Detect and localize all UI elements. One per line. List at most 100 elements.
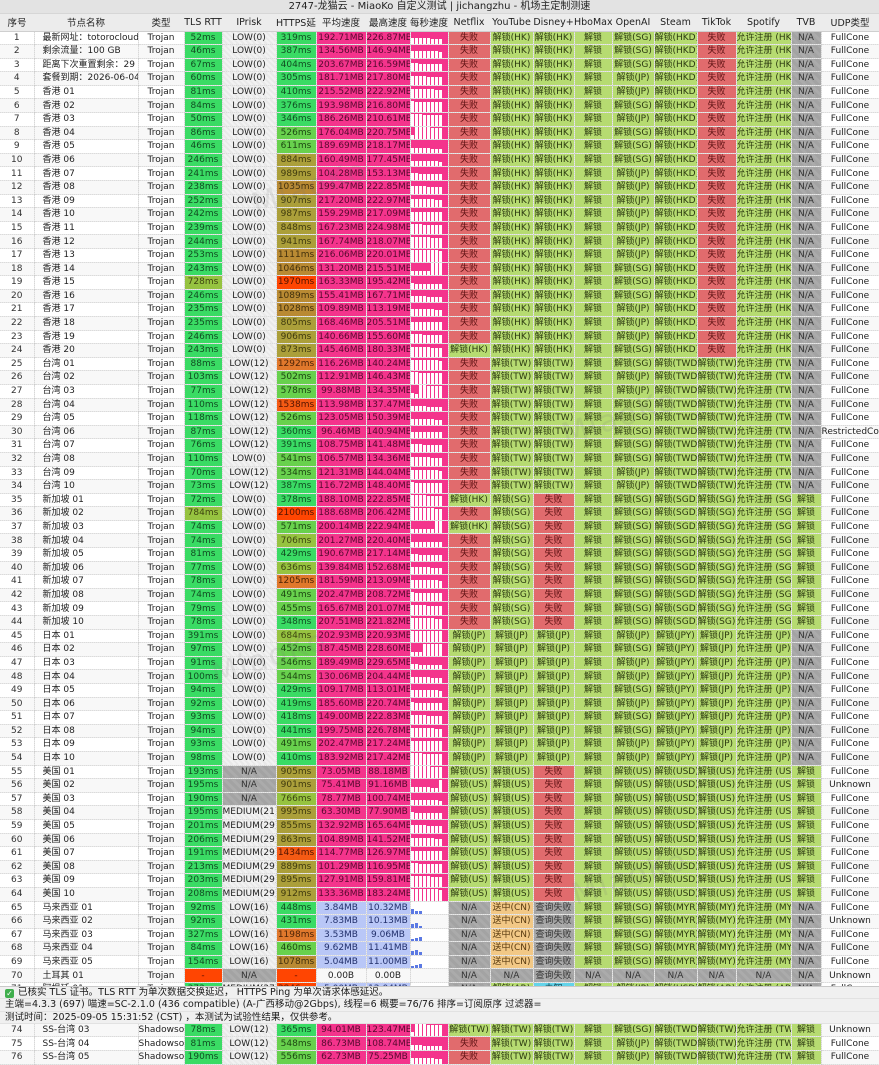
cell-avg-speed: 106.57MB: [316, 452, 367, 467]
cell-type: Trojan: [138, 561, 185, 576]
cell-spotify: 允许注册 (JP): [736, 710, 792, 725]
cell-disney: 解锁(HK): [533, 153, 575, 168]
cell-iprisk: LOW(0): [222, 330, 277, 345]
cell-index: 61: [0, 846, 35, 861]
cell-https-latency: 452ms: [276, 642, 317, 657]
cell-youtube: 解锁(TW): [490, 411, 534, 426]
cell-tvb: N/A: [791, 126, 822, 141]
cell-tiktok: 失败: [697, 71, 737, 86]
cell-type: Trojan: [138, 968, 185, 984]
cell-node-name: 香港 05: [34, 139, 139, 154]
cell-index: 44: [0, 615, 35, 630]
cell-spotify: 允许注册 (HK): [736, 126, 792, 141]
cell-steam: 解锁(HKD): [654, 85, 698, 100]
cell-hbomax: 解锁: [574, 561, 613, 576]
cell-hbomax: 解锁: [574, 860, 613, 875]
cell-https-latency: 378ms: [276, 493, 317, 508]
cell-netflix: 失败: [448, 411, 491, 426]
table-row: 10 香港 06 Trojan 246ms LOW(0) 884ms 160.49MB 177…: [0, 153, 879, 168]
cell-avg-speed: 186.26MB: [316, 112, 367, 127]
cell-tiktok: 失败: [697, 343, 737, 358]
cell-tiktok: 失败: [697, 234, 737, 249]
cell-youtube: 解锁(HK): [490, 343, 534, 358]
cell-disney: 解锁(HK): [533, 166, 575, 182]
cell-tvb: N/A: [791, 234, 822, 249]
cell-disney: 解锁(TW): [533, 1023, 575, 1038]
cell-type: Trojan: [138, 221, 185, 236]
cell-hbomax: 解锁: [574, 384, 613, 399]
cell-node-name: 台湾 05: [34, 411, 139, 426]
cell-spotify: 允许注册 (JP): [736, 669, 792, 684]
cell-index: 1: [0, 31, 35, 46]
cell-node-name: 香港 10: [34, 207, 139, 222]
cell-iprisk: LOW(0): [222, 724, 277, 739]
cell-steam: 解锁(MYR): [654, 914, 698, 929]
cell-hbomax: 解锁: [574, 724, 613, 739]
cell-openai: 解锁(JP): [612, 71, 655, 86]
cell-youtube: 解锁(JP): [490, 724, 534, 739]
cell-spotify: 允许注册 (SG): [736, 506, 792, 521]
cell-spotify: 允许注册 (TW): [736, 370, 792, 385]
cell-hbomax: 解锁: [574, 316, 613, 331]
cell-spotify: 允许注册 (HK): [736, 31, 792, 46]
cell-iprisk: LOW(0): [222, 710, 277, 725]
cell-spotify: 允许注册 (MY): [736, 941, 792, 956]
cell-steam: 解锁(TWD): [654, 1050, 698, 1065]
cell-node-name: 美国 10: [34, 887, 139, 902]
table-row: 38 新加坡 04 Trojan 74ms LOW(0) 706ms 201.27MB 220…: [0, 533, 879, 549]
cell-speed-graph: [410, 194, 449, 209]
cell-iprisk: LOW(0): [222, 194, 277, 209]
cell-disney: 失败: [533, 778, 575, 793]
cell-hbomax: 解锁: [574, 615, 613, 630]
cell-openai: 解锁(JP): [612, 697, 655, 712]
cell-type: Trojan: [138, 656, 185, 671]
cell-node-name: 日本 05: [34, 683, 139, 698]
cell-disney: 失败: [533, 819, 575, 834]
cell-avg-speed: 86.73MB: [316, 1036, 367, 1052]
cell-avg-speed: 133.36MB: [316, 887, 367, 902]
cell-openai: 解锁(US): [612, 833, 655, 848]
table-row: 4 套餐到期：2026-06-04 Trojan 60ms LOW(0) 305ms 181…: [0, 71, 879, 86]
table-row: 27 台湾 03 Trojan 77ms LOW(12) 578ms 99.88MB 134.…: [0, 384, 879, 399]
cell-netflix: N/A: [448, 928, 491, 943]
cell-max-speed: 167.71MB: [366, 289, 411, 304]
cell-avg-speed: 127.91MB: [316, 873, 367, 888]
cell-index: 24: [0, 343, 35, 358]
cell-iprisk: LOW(12): [222, 398, 277, 413]
table-row: 53 日本 09 Trojan 93ms LOW(0) 491ms 202.47MB 217.…: [0, 737, 879, 752]
cell-spotify: 允许注册 (TW): [736, 425, 792, 440]
cell-tvb: 解锁: [791, 1050, 822, 1065]
table-row: 66 马来西亚 02 Trojan 92ms LOW(16) 431ms 7.83MB 10.…: [0, 914, 879, 929]
cell-max-speed: 177.45MB: [366, 153, 411, 168]
cell-speed-graph: [410, 330, 449, 345]
cell-speed-graph: [410, 302, 449, 317]
cell-steam: 解锁(JPY): [654, 629, 698, 644]
cell-youtube: 送中(CN): [490, 914, 534, 929]
cell-tiktok: 解锁(TW): [697, 1050, 737, 1065]
cell-udp-type: FullCone: [821, 466, 879, 481]
cell-https-latency: 429ms: [276, 683, 317, 698]
cell-avg-speed: 109.17MB: [316, 683, 367, 698]
cell-type: Trojan: [138, 819, 185, 834]
cell-hbomax: 解锁: [574, 601, 613, 617]
cell-netflix: N/A: [448, 901, 491, 916]
cell-avg-speed: 181.59MB: [316, 574, 367, 589]
cell-index: 34: [0, 479, 35, 494]
cell-udp-type: FullCone: [821, 629, 879, 644]
cell-tvb: 解锁: [791, 805, 822, 820]
cell-index: 15: [0, 221, 35, 236]
cell-tvb: N/A: [791, 683, 822, 698]
cell-avg-speed: 216.06MB: [316, 248, 367, 263]
cell-avg-speed: 192.71MB: [316, 31, 367, 46]
cell-speed-graph: [410, 479, 449, 494]
cell-spotify: 允许注册 (US): [736, 887, 792, 902]
cell-steam: 解锁(MYR): [654, 955, 698, 970]
cell-netflix: N/A: [448, 955, 491, 970]
cell-steam: 解锁(MYR): [654, 928, 698, 943]
cell-spotify: 允许注册 (TW): [736, 1023, 792, 1038]
cell-tvb: N/A: [791, 31, 822, 46]
cell-steam: 解锁(SGD): [654, 493, 698, 508]
cell-tvb: N/A: [791, 180, 822, 195]
cell-speed-graph: [410, 792, 449, 807]
cell-netflix: 解锁(US): [448, 765, 491, 780]
